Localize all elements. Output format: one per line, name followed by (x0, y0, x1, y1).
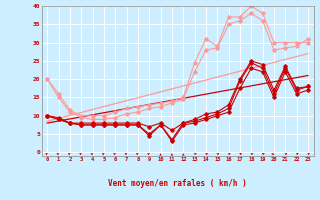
X-axis label: Vent moyen/en rafales ( km/h ): Vent moyen/en rafales ( km/h ) (108, 179, 247, 188)
